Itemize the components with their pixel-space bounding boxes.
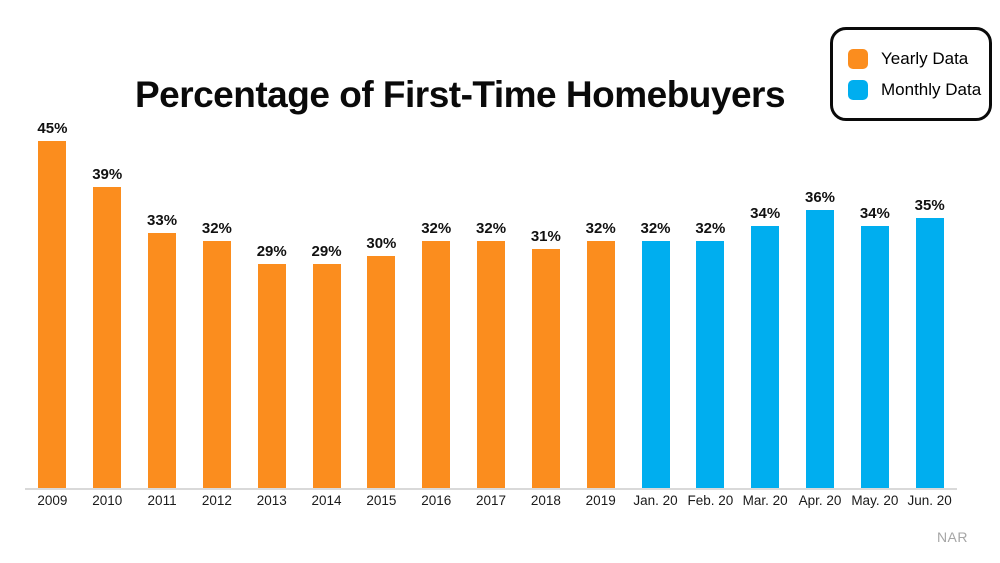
bar-value-label: 32% (476, 220, 507, 237)
bar-value-label: 35% (914, 197, 945, 214)
x-axis-label: 2009 (37, 493, 68, 508)
monthly-data-swatch-icon (848, 79, 868, 100)
x-axis: 2009 2010 2011 2012 2013 2014 2015 2016 2017 2018… (25, 493, 957, 508)
bar-value-label: 39% (92, 166, 123, 183)
bar-value-label: 34% (750, 205, 781, 222)
yearly-data-swatch-icon (848, 48, 868, 69)
bar (148, 233, 177, 488)
x-axis-label: 2017 (476, 493, 507, 508)
x-axis-label: 2016 (421, 493, 452, 508)
bar (422, 241, 451, 488)
bar-column: 32% (628, 96, 683, 488)
bar-column: 36% (793, 96, 848, 488)
legend-label-yearly: Yearly Data (881, 48, 969, 68)
bar-column: 29% (299, 96, 354, 488)
x-axis-label: Jan. 20 (633, 493, 678, 508)
bar (367, 256, 396, 488)
bar-value-label: 32% (695, 220, 726, 237)
x-axis-label: 2019 (585, 493, 616, 508)
bar-column: 32% (409, 96, 464, 488)
x-axis-label: Jun. 20 (907, 493, 952, 508)
bar (641, 241, 670, 488)
bar-column: 34% (847, 96, 902, 488)
bar (531, 249, 560, 488)
bar (860, 226, 889, 488)
bar-column: 32% (683, 96, 738, 488)
bar (696, 241, 725, 488)
bar-column: 32% (189, 96, 244, 488)
x-axis-label: May. 20 (851, 493, 899, 508)
bar-value-label: 32% (640, 220, 671, 237)
bar-column: 39% (80, 96, 135, 488)
bar-column: 34% (738, 96, 793, 488)
x-axis-label: 2013 (256, 493, 287, 508)
bar (38, 141, 67, 488)
legend-item-yearly: Yearly Data (848, 48, 989, 69)
bar-value-label: 29% (256, 243, 287, 260)
bar-column: 33% (135, 96, 190, 488)
source-label: NAR (936, 529, 968, 545)
bar-value-label: 32% (421, 220, 452, 237)
x-axis-label: Apr. 20 (798, 493, 842, 508)
bar (751, 226, 780, 488)
bar (257, 264, 286, 488)
x-axis-label: 2015 (366, 493, 397, 508)
bar-value-label: 45% (37, 120, 68, 137)
bar-column: 32% (573, 96, 628, 488)
x-axis-label: Feb. 20 (687, 493, 734, 508)
bar-value-label: 36% (804, 189, 836, 206)
x-axis-label: 2012 (201, 493, 232, 508)
legend: Yearly Data Monthly Data (830, 27, 992, 121)
x-axis-label: 2010 (92, 493, 123, 508)
bar-value-label: 29% (311, 243, 342, 260)
bar-value-label: 31% (530, 228, 561, 245)
chart-title: Percentage of First-Time Homebuyers (134, 73, 786, 115)
plot-area: 45% 39% 33% 32% 29% 29% 30% 32% 32% 31% 32% 32% 32% 3… (25, 96, 957, 490)
bar (312, 264, 341, 488)
bar (586, 241, 615, 488)
bar (477, 241, 506, 488)
legend-item-monthly: Monthly Data (848, 79, 989, 100)
x-axis-label: 2014 (311, 493, 342, 508)
bar-column: 35% (902, 96, 957, 488)
bar-value-label: 32% (585, 220, 616, 237)
x-axis-label: 2011 (147, 493, 177, 508)
bar-column: 30% (354, 96, 409, 488)
bar (202, 241, 231, 488)
bar (93, 187, 122, 488)
bar-column: 29% (244, 96, 299, 488)
bar-value-label: 34% (859, 205, 890, 222)
bar-value-label: 32% (201, 220, 232, 237)
bar-value-label: 33% (147, 212, 178, 229)
x-axis-label: Mar. 20 (742, 493, 788, 508)
bar (806, 210, 834, 488)
bar-column: 32% (464, 96, 519, 488)
bar-column: 31% (518, 96, 573, 488)
x-axis-label: 2018 (530, 493, 561, 508)
bar-column: 45% (25, 96, 80, 488)
bar (915, 218, 944, 488)
bar-value-label: 30% (366, 235, 397, 252)
legend-label-monthly: Monthly Data (881, 79, 982, 99)
